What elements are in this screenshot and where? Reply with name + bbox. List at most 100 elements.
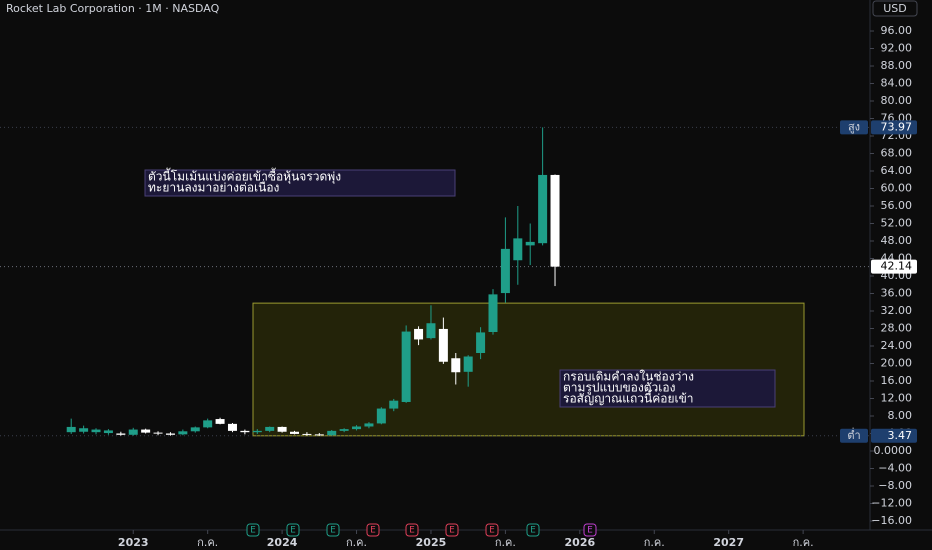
- candle-body: [314, 434, 324, 436]
- y-tick-label: 48.00: [881, 234, 913, 247]
- candle-body: [414, 328, 424, 340]
- low-value-label: 3.47: [888, 429, 913, 442]
- x-tick-label: ก.ค.: [197, 536, 218, 549]
- note-text: ตัวนี้โมเม้นแบ่งค่อยเข้าซื้อหุ้นจรวดพุ่ง: [148, 168, 341, 185]
- candle-body: [128, 429, 138, 435]
- candle-body: [141, 429, 151, 433]
- earnings-marker: [526, 523, 540, 537]
- y-tick-label: 20.00: [881, 356, 913, 369]
- y-tick-label: −4.00: [878, 461, 912, 474]
- last-price-box: [871, 259, 917, 274]
- x-tick-label: 2027: [713, 536, 744, 549]
- earnings-marker: [405, 523, 419, 537]
- earnings-marker: [366, 523, 380, 537]
- y-tick-label: 88.00: [881, 59, 913, 72]
- x-tick-label: 2024: [267, 536, 298, 549]
- candle-body: [538, 174, 548, 244]
- high-value-box: [871, 120, 917, 135]
- y-tick-label: 60.00: [881, 182, 913, 195]
- y-tick-label: 56.00: [881, 199, 913, 212]
- candle-body: [339, 429, 349, 431]
- earnings-marker-label: E: [250, 526, 256, 536]
- low-tag-box: [840, 428, 868, 443]
- earnings-marker: [445, 523, 459, 537]
- y-tick-label: 28.00: [881, 321, 913, 334]
- note-text: กรอบเดิมคำลงในช่องว่าง: [563, 370, 694, 384]
- currency-label: USD: [883, 2, 907, 15]
- y-tick-label: 0.0000: [874, 444, 913, 457]
- x-tick-label: 2025: [416, 536, 447, 549]
- chart-title: Rocket Lab Corporation · 1M · NASDAQ: [6, 2, 220, 15]
- candle-body: [389, 400, 399, 409]
- candle-body: [252, 430, 262, 433]
- y-tick-label: 68.00: [881, 147, 913, 160]
- candle-body: [290, 431, 300, 434]
- candle-body: [476, 332, 486, 353]
- candle-body: [165, 433, 175, 435]
- candle-body: [401, 331, 411, 402]
- earnings-marker-label: E: [489, 526, 495, 536]
- y-tick-label: 80.00: [881, 94, 913, 107]
- candle-body: [240, 430, 250, 433]
- candle-body: [116, 433, 126, 435]
- earnings-marker: [485, 523, 499, 537]
- candle-body: [79, 428, 89, 432]
- earnings-marker-label: E: [587, 526, 593, 536]
- y-tick-label: −8.00: [878, 479, 912, 492]
- note-text: ทะยานลงมาอย่างต่อเนื่อง: [148, 179, 279, 195]
- candle-body: [153, 432, 163, 434]
- candle-body: [327, 430, 337, 436]
- candle-body: [178, 431, 188, 435]
- earnings-marker: [583, 523, 597, 537]
- candle-body: [203, 420, 213, 428]
- earnings-marker-label: E: [330, 526, 336, 536]
- earnings-marker-label: E: [409, 526, 415, 536]
- low-tag: ต่ำ: [847, 427, 860, 442]
- high-tag: สูง: [848, 120, 860, 133]
- y-tick-label: 32.00: [881, 304, 913, 317]
- range-box: [252, 302, 805, 437]
- y-tick-label: 16.00: [881, 374, 913, 387]
- y-tick-label: 8.00: [888, 409, 913, 422]
- y-tick-label: 84.00: [881, 77, 913, 90]
- earnings-marker: [246, 523, 260, 537]
- y-tick-label: 64.00: [881, 164, 913, 177]
- y-tick-label: 12.00: [881, 391, 913, 404]
- low-value-box: [871, 428, 917, 443]
- y-tick-label: 92.00: [881, 42, 913, 55]
- candle-body: [376, 408, 386, 424]
- y-tick-label: 96.00: [881, 24, 913, 37]
- candle-body: [265, 426, 275, 431]
- note-text: รอสัญญาณแถวนี้ค่อยเข้า: [563, 390, 694, 406]
- x-tick-label: 2023: [118, 536, 149, 549]
- last-price-label: 42.14: [881, 260, 913, 273]
- y-tick-label: 52.00: [881, 217, 913, 230]
- candle-body: [513, 238, 523, 261]
- earnings-marker-label: E: [530, 526, 536, 536]
- x-tick-label: ก.ค.: [346, 536, 367, 549]
- candle-body: [525, 241, 535, 246]
- candle-body: [550, 174, 560, 267]
- high-tag-box: [840, 120, 868, 135]
- y-tick-label: 36.00: [881, 287, 913, 300]
- y-tick-label: 24.00: [881, 339, 913, 352]
- earnings-marker: [286, 523, 300, 537]
- candle-body: [103, 430, 113, 434]
- currency-button[interactable]: [872, 0, 918, 17]
- candle-body: [500, 248, 510, 294]
- candle-body: [463, 356, 473, 372]
- candle-body: [438, 328, 448, 362]
- candle-body: [302, 433, 312, 435]
- earnings-marker: [326, 523, 340, 537]
- x-tick-label: ก.ค.: [644, 536, 665, 549]
- candle-body: [215, 419, 225, 424]
- candle-body: [277, 426, 287, 432]
- earnings-marker-label: E: [370, 526, 376, 536]
- candle-body: [91, 429, 101, 433]
- note-box: [144, 169, 456, 197]
- earnings-marker-label: E: [290, 526, 296, 536]
- y-tick-label: −16.00: [871, 514, 912, 527]
